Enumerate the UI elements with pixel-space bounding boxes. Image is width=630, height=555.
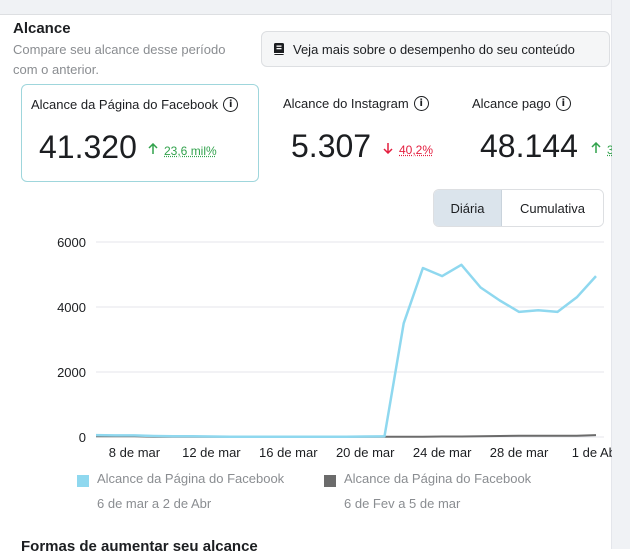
legend-range-current: 6 de mar a 2 de Abr <box>97 496 212 511</box>
period-toggle: Diária Cumulativa <box>433 189 604 227</box>
y-tick-label: 4000 <box>57 300 86 315</box>
metric-card-label: Alcance do Instagram i <box>283 96 429 111</box>
arrow-up-icon <box>591 141 601 157</box>
toggle-daily[interactable]: Diária <box>434 190 502 226</box>
x-tick-label: 1 de Abr <box>572 445 612 460</box>
more-performance-button[interactable]: Veja mais sobre o desempenho do seu cont… <box>261 31 610 67</box>
x-tick-label: 28 de mar <box>490 445 549 460</box>
arrow-up-icon <box>148 142 158 158</box>
metric-delta-value: 40,2% <box>399 142 434 157</box>
x-tick-label: 20 de mar <box>336 445 395 460</box>
metric-value-instagram: 5.307 <box>291 128 372 164</box>
x-tick-label: 12 de mar <box>182 445 241 460</box>
metric-card-facebook-reach[interactable]: Alcance da Página do Facebook i 41.320 2… <box>21 84 259 182</box>
top-band <box>0 0 630 15</box>
toggle-cumulative[interactable]: Cumulativa <box>502 190 603 226</box>
metric-delta-instagram: 40,2% <box>383 142 433 157</box>
book-icon <box>274 43 284 55</box>
legend-swatch-previous <box>324 475 336 487</box>
metric-value-paid: 48.144 <box>480 128 578 164</box>
y-tick-label: 6000 <box>57 235 86 250</box>
y-tick-label: 0 <box>79 430 86 445</box>
section-footer-heading: Formas de aumentar seu alcance <box>21 538 258 555</box>
metric-card-paid-reach[interactable]: Alcance pago i 48.144 3 <box>463 84 612 182</box>
metric-delta-value: 3 <box>607 142 612 157</box>
legend-label-previous: Alcance da Página do Facebook <box>344 471 532 486</box>
section-title: Alcance <box>13 20 71 37</box>
legend-swatch-current <box>77 475 89 487</box>
y-tick-label: 2000 <box>57 365 86 380</box>
metric-card-instagram-reach[interactable]: Alcance do Instagram i 5.307 40,2% <box>274 84 454 182</box>
metric-delta-value: 23,6 mil% <box>164 143 217 158</box>
x-tick-label: 16 de mar <box>259 445 318 460</box>
legend-label-current: Alcance da Página do Facebook <box>97 471 285 486</box>
panel-edge <box>611 0 630 549</box>
info-icon[interactable]: i <box>555 96 571 111</box>
more-performance-label: Veja mais sobre o desempenho do seu cont… <box>293 41 575 57</box>
metric-label-facebook: Alcance da Página do Facebook <box>31 97 219 112</box>
series-line-current <box>95 263 597 438</box>
arrow-down-icon <box>383 142 393 157</box>
x-tick-label: 8 de mar <box>109 445 161 460</box>
metric-delta-paid: 3 <box>591 141 612 157</box>
x-tick-label: 24 de mar <box>413 445 472 460</box>
metric-card-label: Alcance da Página do Facebook i <box>31 97 239 112</box>
info-icon[interactable]: i <box>413 96 429 111</box>
info-icon[interactable]: i <box>223 97 239 112</box>
metric-label-paid: Alcance pago <box>472 96 551 111</box>
metric-value-facebook: 41.320 <box>39 129 137 165</box>
metric-label-instagram: Alcance do Instagram <box>283 96 409 111</box>
metric-delta-facebook: 23,6 mil% <box>148 142 217 158</box>
section-subtitle: Compare seu alcance desse período com o … <box>13 42 226 77</box>
reach-line-chart: 6000 4000 2000 0 8 de mar 12 de mar 16 de mar 2… <box>57 235 612 460</box>
legend-range-previous: 6 de Fev a 5 de mar <box>344 496 461 511</box>
metric-card-label: Alcance pago i <box>472 96 571 111</box>
